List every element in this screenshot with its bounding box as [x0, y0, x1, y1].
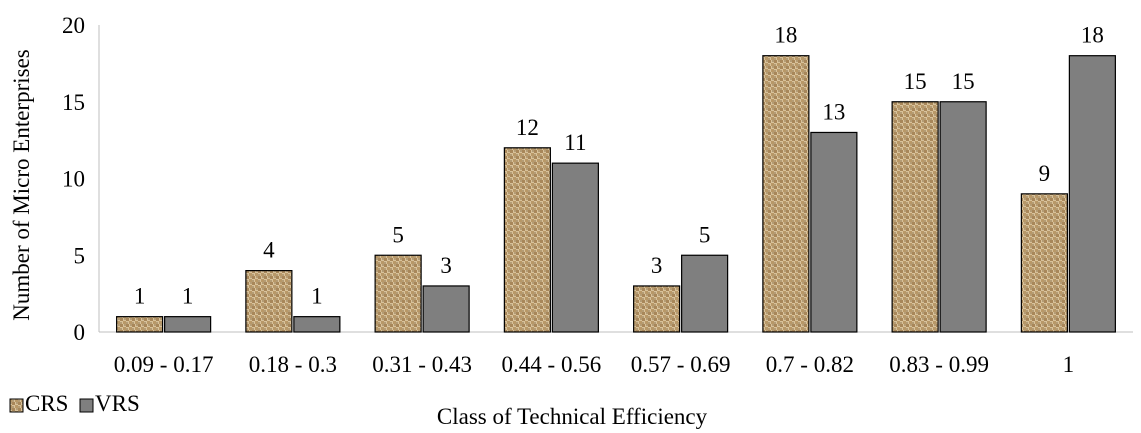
- data-label-crs: 18: [774, 23, 797, 48]
- bar-vrs: [810, 131, 858, 333]
- data-label-vrs: 15: [952, 69, 975, 94]
- x-tick-label: 0.83 - 0.99: [889, 352, 989, 377]
- y-tick-label: 15: [62, 90, 85, 115]
- bar-vrs: [422, 285, 470, 333]
- data-label-crs: 12: [516, 115, 539, 140]
- legend-label-vrs: VRS: [95, 391, 140, 416]
- legend-label-crs: CRS: [25, 391, 68, 416]
- x-tick-label: 0.09 - 0.17: [114, 352, 214, 377]
- y-tick-label: 5: [74, 243, 86, 268]
- x-tick-label: 0.57 - 0.69: [631, 352, 731, 377]
- bar-vrs: [551, 162, 599, 333]
- y-tick-labels: 0 5 10 15 20: [62, 13, 85, 345]
- bar-vrs: [1068, 55, 1116, 333]
- bar-crs: [374, 254, 422, 333]
- bars: [116, 55, 1116, 333]
- data-label-vrs: 11: [564, 130, 586, 155]
- data-label-vrs: 1: [182, 284, 194, 309]
- data-label-vrs: 5: [699, 222, 711, 247]
- bar-crs: [1020, 193, 1068, 333]
- data-label-crs: 9: [1039, 161, 1051, 186]
- bar-crs: [633, 285, 681, 333]
- data-label-vrs: 13: [822, 99, 845, 124]
- bar-crs: [891, 101, 939, 333]
- bar-crs: [245, 270, 293, 333]
- data-label-vrs: 18: [1081, 23, 1104, 48]
- data-label-vrs: 3: [440, 253, 452, 278]
- data-label-crs: 4: [263, 238, 275, 263]
- legend: CRS VRS: [9, 391, 140, 416]
- bar-crs: [762, 55, 810, 333]
- legend-swatch-vrs: [79, 398, 94, 413]
- y-axis-title: Number of Micro Enterprises: [9, 49, 34, 321]
- y-tick-label: 20: [62, 13, 85, 38]
- bar-vrs: [939, 101, 987, 333]
- bar-crs: [503, 147, 551, 333]
- data-label-crs: 15: [904, 69, 927, 94]
- x-axis-title: Class of Technical Efficiency: [437, 404, 708, 429]
- x-tick-label: 0.31 - 0.43: [372, 352, 472, 377]
- data-label-vrs: 1: [311, 284, 323, 309]
- y-tick-label: 10: [62, 167, 85, 192]
- data-label-crs: 3: [651, 253, 663, 278]
- x-tick-label: 1: [1063, 352, 1075, 377]
- x-tick-label: 0.7 - 0.82: [766, 352, 854, 377]
- x-tick-labels: 0.09 - 0.17 0.18 - 0.3 0.31 - 0.43 0.44 - 0…: [114, 352, 1074, 377]
- data-label-crs: 5: [392, 222, 404, 247]
- bar-crs: [116, 316, 164, 333]
- bar-vrs: [293, 316, 341, 333]
- x-tick-label: 0.44 - 0.56: [502, 352, 602, 377]
- x-tick-label: 0.18 - 0.3: [249, 352, 337, 377]
- y-tick-label: 0: [74, 320, 86, 345]
- data-label-crs: 1: [134, 284, 146, 309]
- legend-swatch-crs: [9, 398, 24, 413]
- bar-vrs: [164, 316, 212, 333]
- bar-vrs: [681, 254, 729, 333]
